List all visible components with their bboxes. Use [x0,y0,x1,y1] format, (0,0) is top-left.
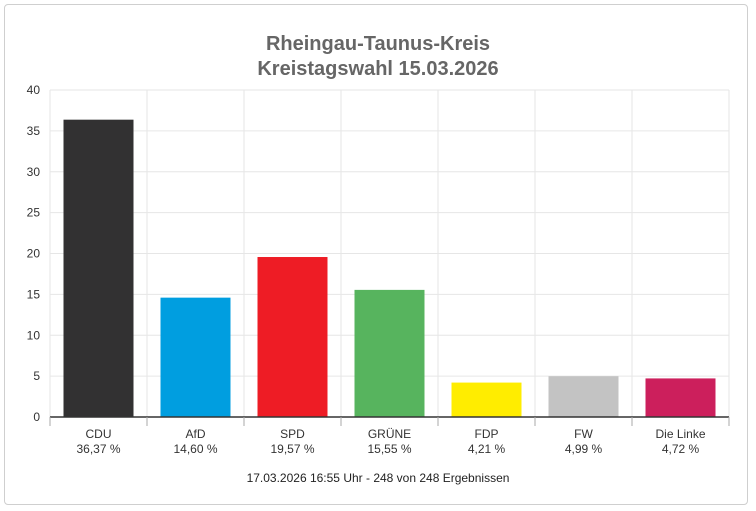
bar-cdu [63,119,134,418]
x-tick-label: CDU [86,427,112,441]
y-tick-label: 30 [27,165,41,179]
x-tick-label: FW [574,427,593,441]
y-tick-label: 40 [27,83,41,97]
data-label: 36,37 % [76,442,120,456]
bar-fw [548,376,619,417]
y-tick-label: 35 [27,124,41,138]
y-tick-label: 10 [27,328,41,342]
chart-subtitle: Kreistagswahl 15.03.2026 [257,58,499,80]
x-tick-label: AfD [185,427,205,441]
chart-footer: 17.03.2026 16:55 Uhr - 248 von 248 Ergeb… [246,471,510,485]
y-tick-label: 5 [33,369,40,383]
y-tick-label: 0 [33,410,40,424]
bar-die-linke [645,378,716,417]
data-label: 4,72 % [662,442,700,456]
data-label: 4,21 % [468,442,506,456]
x-tick-label: FDP [475,427,499,441]
chart-title: Rheingau-Taunus-Kreis [265,33,491,55]
data-label: 15,55 % [367,442,411,456]
bar-spd [257,257,328,417]
x-tick-label: SPD [280,427,305,441]
data-label: 4,99 % [565,442,603,456]
data-label: 19,57 % [270,442,314,456]
x-tick-label: GRÜNE [368,427,411,441]
data-label: 14,60 % [173,442,217,456]
bar-grüne [354,289,425,417]
y-tick-label: 20 [27,247,41,261]
x-tick-label: Die Linke [655,427,705,441]
bar-fdp [451,382,522,417]
bar-afd [160,297,231,417]
y-tick-label: 15 [27,287,41,301]
y-tick-label: 25 [27,206,41,220]
